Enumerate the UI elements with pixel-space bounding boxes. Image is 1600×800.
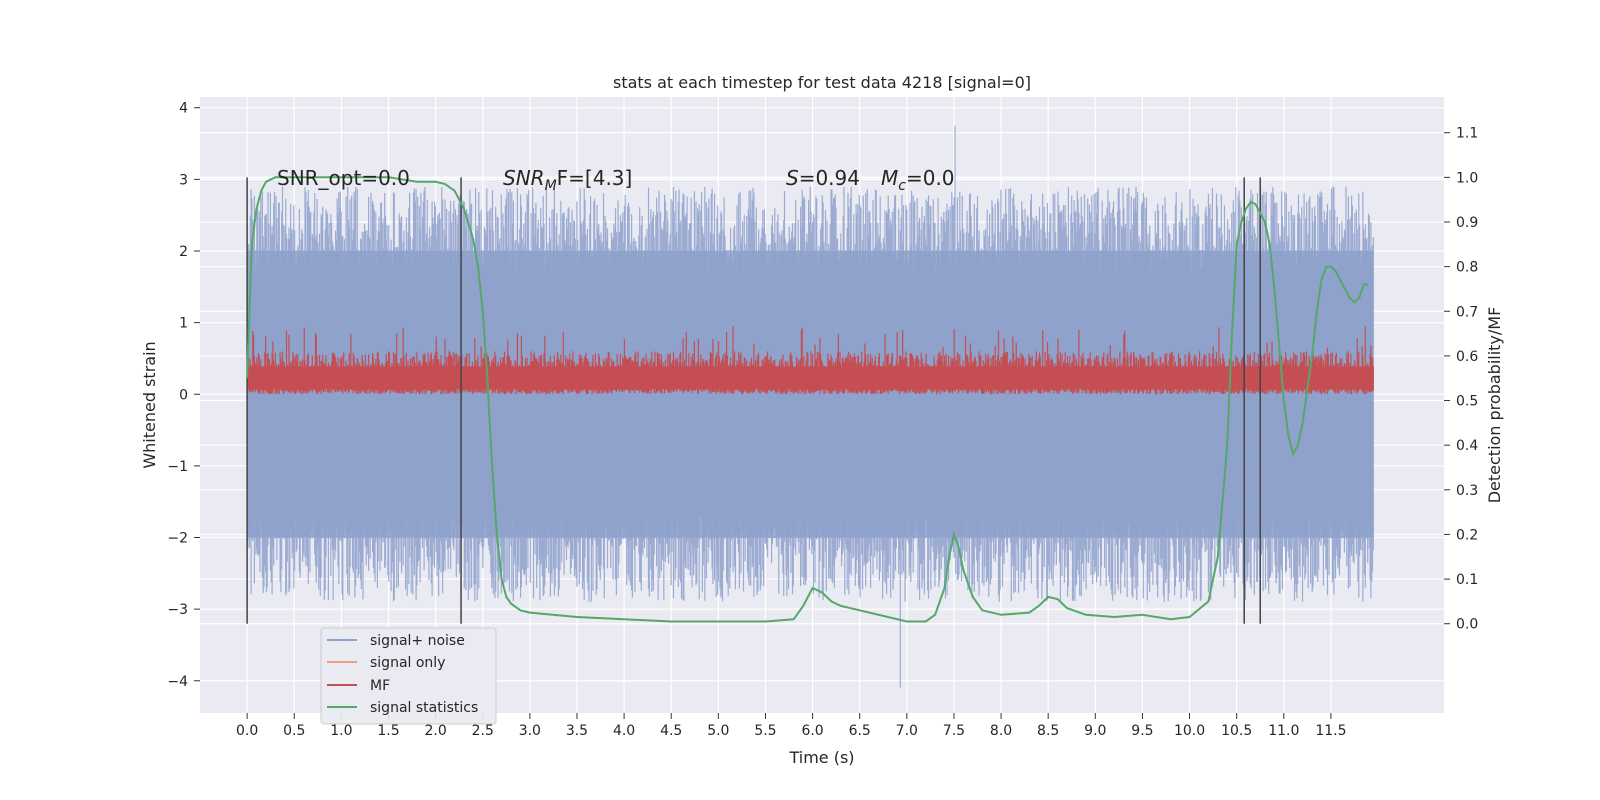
mc-name: M (881, 166, 898, 190)
x-tick-label-23: 11.5 (1315, 723, 1346, 739)
x-tick-label-0: 0.0 (236, 723, 258, 739)
left-y-axis-ticks: 4 3 2 1 0 −1 −2 −3 −4 (167, 101, 200, 690)
left-y-tick-label-4: 0 (179, 387, 188, 403)
x-tick-label-2: 1.0 (330, 723, 352, 739)
x-tick-label-1: 0.5 (283, 723, 305, 739)
right-y-tick-label-2: 0.2 (1456, 527, 1478, 543)
x-tick-label-14: 7.0 (896, 723, 918, 739)
s-value: =0.94 (799, 166, 860, 190)
x-tick-label-21: 10.5 (1221, 723, 1252, 739)
right-y-tick-label-4: 0.4 (1456, 438, 1478, 454)
right-y-axis-label: Detection probability/MF (1485, 307, 1504, 504)
x-tick-label-22: 11.0 (1268, 723, 1299, 739)
right-y-tick-label-10: 1.0 (1456, 170, 1478, 186)
x-tick-label-8: 4.0 (613, 723, 635, 739)
left-y-tick-label-1: 3 (179, 172, 188, 188)
left-y-tick-label-5: −1 (167, 459, 188, 475)
x-tick-label-18: 9.0 (1084, 723, 1106, 739)
x-tick-label-12: 6.0 (801, 723, 823, 739)
right-y-axis-ticks: 0.0 0.1 0.2 0.3 0.4 0.5 0.6 0.7 0.8 0.9 1.0 1.1 (1444, 126, 1478, 633)
left-y-tick-label-6: −2 (167, 531, 188, 547)
s-annotation: S=0.94 (786, 166, 860, 190)
legend-box (320, 627, 497, 725)
left-y-tick-label-7: −3 (167, 602, 188, 618)
x-axis-label: Time (s) (788, 748, 854, 767)
legend-label-signal-statistics: signal statistics (370, 700, 478, 716)
left-y-tick-label-3: 1 (179, 316, 188, 332)
left-y-tick-label-0: 4 (179, 101, 188, 117)
snr-mf-annotation: SNRMF=[4.3] (503, 166, 632, 194)
right-y-tick-label-3: 0.3 (1456, 483, 1478, 499)
x-tick-label-15: 7.5 (943, 723, 965, 739)
legend: signal+ noise signal only MF signal stat… (320, 627, 497, 725)
right-y-tick-label-0: 0.0 (1456, 617, 1478, 633)
x-tick-label-7: 3.5 (566, 723, 588, 739)
vertical-markers (246, 177, 1261, 624)
right-y-tick-label-8: 0.8 (1456, 260, 1478, 276)
left-y-tick-label-8: −4 (167, 674, 188, 690)
left-y-axis-label: Whitened strain (140, 341, 159, 468)
x-tick-label-19: 9.5 (1131, 723, 1153, 739)
snr-mf-subscript: M (545, 178, 557, 194)
legend-label-signal-only: signal only (370, 655, 445, 671)
legend-label-mf: MF (370, 678, 390, 694)
right-y-tick-label-6: 0.6 (1456, 349, 1478, 365)
signal-statistics-line (246, 176, 1369, 623)
snr-mf-tail: F=[4.3] (557, 166, 633, 190)
legend-label-signal-noise: signal+ noise (370, 633, 465, 649)
x-tick-label-9: 4.5 (660, 723, 682, 739)
x-tick-label-17: 8.5 (1037, 723, 1059, 739)
right-y-tick-label-7: 0.7 (1456, 304, 1478, 320)
x-tick-label-5: 2.5 (472, 723, 494, 739)
x-tick-label-10: 5.0 (707, 723, 729, 739)
snr-opt-annotation: SNR_opt=0.0 (277, 166, 410, 190)
right-y-tick-label-9: 0.9 (1456, 215, 1478, 231)
x-tick-label-16: 8.0 (990, 723, 1012, 739)
s-name: S (786, 166, 799, 190)
right-y-tick-label-1: 0.1 (1456, 572, 1478, 588)
snr-mf-name: SNR (503, 166, 545, 190)
signal-statistics-series (246, 176, 1369, 623)
x-tick-label-11: 5.5 (754, 723, 776, 739)
mc-subscript: c (898, 178, 906, 194)
x-tick-label-3: 1.5 (377, 723, 399, 739)
mc-annotation: Mc=0.0 (881, 166, 955, 194)
x-tick-label-13: 6.5 (849, 723, 871, 739)
x-tick-label-20: 10.0 (1174, 723, 1205, 739)
right-y-tick-label-11: 1.1 (1456, 126, 1478, 142)
right-y-tick-label-5: 0.5 (1456, 394, 1478, 410)
x-tick-label-4: 2.0 (424, 723, 446, 739)
left-y-tick-label-2: 2 (179, 244, 188, 260)
mc-value: =0.0 (906, 166, 955, 190)
x-tick-label-6: 3.0 (519, 723, 541, 739)
x-axis-ticks: 0.0 0.5 1.0 1.5 2.0 2.5 3.0 3.5 4.0 4.5 5.0 5.5 6.0 6… (236, 713, 1346, 739)
chart-title: stats at each timestep for test data 421… (613, 73, 1031, 92)
